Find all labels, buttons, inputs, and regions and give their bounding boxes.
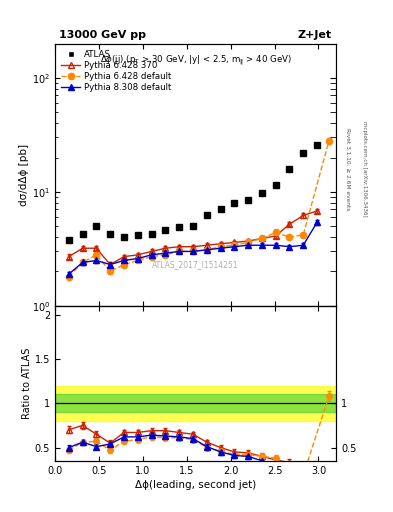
Text: 13000 GeV pp: 13000 GeV pp xyxy=(59,30,146,39)
Text: mcplots.cern.ch [arXiv:1306.3436]: mcplots.cern.ch [arXiv:1306.3436] xyxy=(362,121,367,217)
ATLAS xyxy=(232,200,237,206)
ATLAS xyxy=(66,237,71,243)
Text: $\Delta\phi$(jj) (p$_\mathrm{T}$ > 30 GeV, |y| < 2.5, m$_{\|}$ > 40 GeV): $\Delta\phi$(jj) (p$_\mathrm{T}$ > 30 Ge… xyxy=(99,54,292,68)
ATLAS xyxy=(204,212,209,219)
Text: Z+Jet: Z+Jet xyxy=(298,30,332,39)
ATLAS xyxy=(273,182,278,188)
Bar xyxy=(55,386,336,421)
Y-axis label: dσ/dΔϕ [pb]: dσ/dΔϕ [pb] xyxy=(19,143,29,206)
Text: ATLAS_2017_I1514251: ATLAS_2017_I1514251 xyxy=(152,260,239,269)
ATLAS xyxy=(177,224,182,230)
ATLAS xyxy=(108,230,112,237)
ATLAS xyxy=(80,230,85,237)
ATLAS xyxy=(287,165,292,172)
ATLAS xyxy=(135,232,140,238)
ATLAS xyxy=(163,227,168,233)
ATLAS xyxy=(246,197,250,203)
ATLAS xyxy=(149,230,154,237)
Line: ATLAS: ATLAS xyxy=(66,141,320,243)
ATLAS xyxy=(259,190,264,196)
ATLAS xyxy=(218,206,223,212)
Bar xyxy=(55,394,336,412)
ATLAS xyxy=(191,223,195,229)
Text: Rivet 3.1.10, ≥ 2.6M events: Rivet 3.1.10, ≥ 2.6M events xyxy=(345,128,350,210)
Legend: ATLAS, Pythia 6.428 370, Pythia 6.428 default, Pythia 8.308 default: ATLAS, Pythia 6.428 370, Pythia 6.428 de… xyxy=(59,48,173,94)
ATLAS xyxy=(315,141,320,147)
ATLAS xyxy=(121,234,126,240)
ATLAS xyxy=(301,150,306,156)
X-axis label: Δϕ(leading, second jet): Δϕ(leading, second jet) xyxy=(135,480,256,490)
ATLAS xyxy=(94,223,99,229)
Y-axis label: Ratio to ATLAS: Ratio to ATLAS xyxy=(22,348,32,419)
